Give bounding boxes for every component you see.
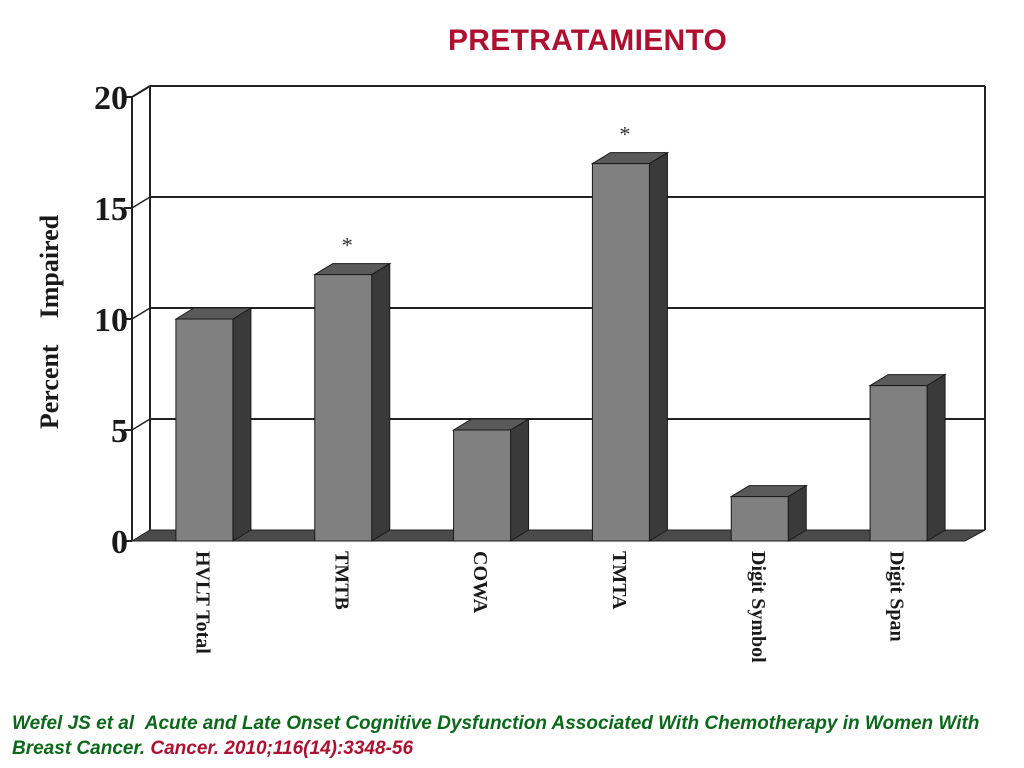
y-axis-ticks: 0 5 10 15 20 [94,80,132,561]
y-tick-label: 15 [94,191,128,228]
bar-front [591,163,650,542]
bar-front [175,318,234,542]
bar [174,307,253,542]
bar [868,373,947,542]
bars: ** [174,122,947,542]
gridline-wall-segment [131,418,151,431]
bar-front [314,274,373,542]
x-tick-label: Digit Symbol [747,551,769,663]
citation: Wefel JS et al Acute and Late Onset Cogn… [12,711,1017,761]
bar-side [510,418,530,542]
gridline-wall-segment [131,307,151,320]
significance-marker: * [619,122,630,147]
bar [451,418,531,542]
bar-side [232,307,252,542]
bar-front [730,496,789,542]
gridline-wall-segment [131,85,151,98]
bar-side [648,151,668,542]
bar: * [590,122,670,542]
bar-front [453,429,512,542]
floor-plane [130,529,986,542]
x-tick-label: Digit Span [886,551,908,642]
x-axis-ticks: HVLT Total TMTB COWA TMTA Digit Symbol Digit … [191,551,907,663]
y-tick-label: 0 [111,524,128,561]
bar: * [312,233,392,542]
y-tick-label: 20 [94,80,128,117]
bar [729,484,809,542]
gridlines [131,85,985,431]
x-tick-label: HVLT Total [191,551,213,654]
y-tick-label: 10 [94,302,128,339]
x-tick-label: COWA [469,551,491,614]
slide-title: PRETRATAMIENTO [448,24,728,57]
y-axis-label: Percent Impaired [35,214,64,429]
chart-floor [130,529,986,542]
citation-authors: Wefel JS et al [12,713,135,734]
y-tick-label: 5 [111,413,128,450]
significance-marker: * [342,233,353,258]
bar-side [926,373,946,542]
bar-side [371,262,391,542]
bar-front [869,385,928,542]
citation-article: Acute and Late Onset Cognitive Dysfuncti… [12,713,980,759]
x-tick-label: TMTA [608,551,630,610]
gridline-wall-segment [131,196,151,209]
citation-journal: Cancer. 2010;116(14):3348-56 [150,738,414,759]
x-tick-label: TMTB [330,551,352,610]
plot-frame [131,85,986,541]
